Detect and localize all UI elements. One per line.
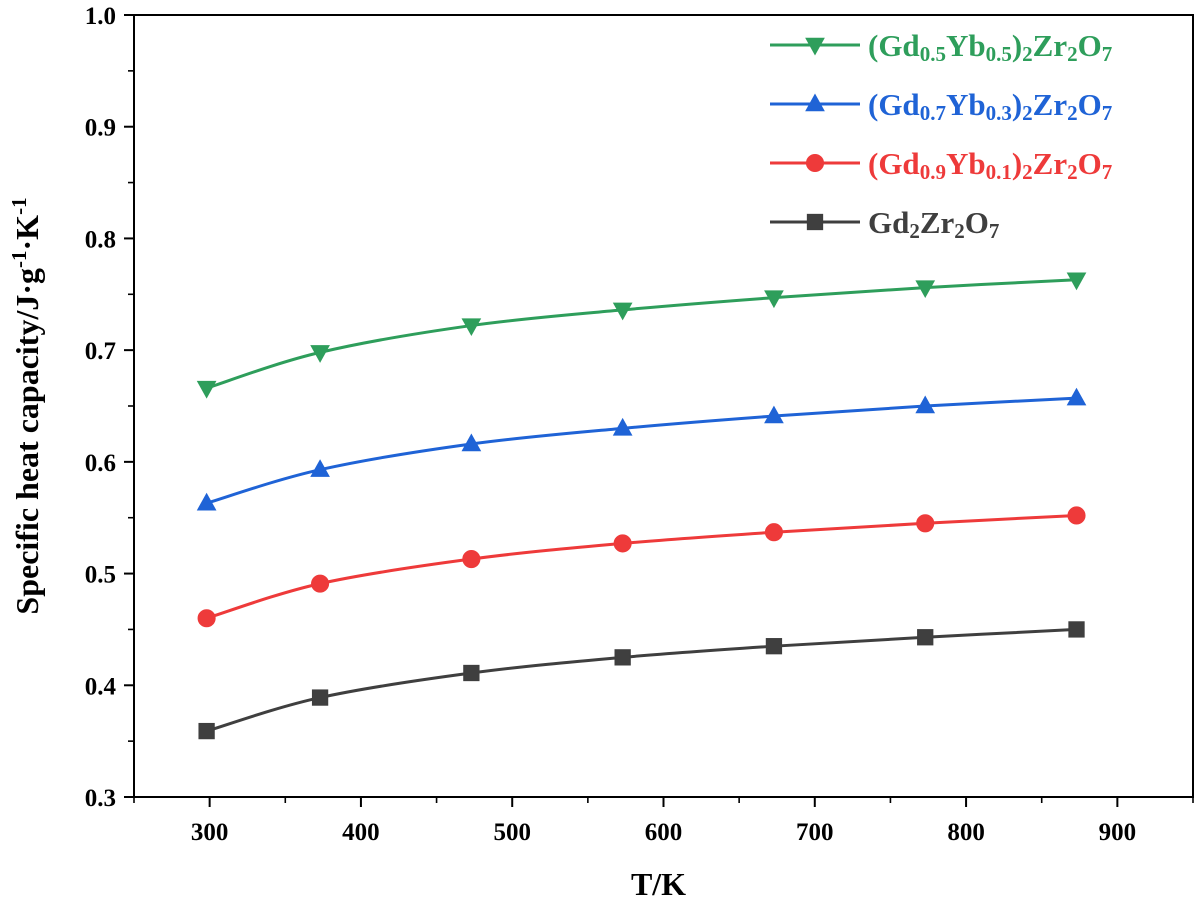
y-tick-label: 0.4 (85, 673, 117, 700)
series-line (206, 278, 1077, 390)
x-axis-title: T/K (631, 866, 686, 902)
legend-label: (Gd0.5Yb0.5)2Zr2O7 (868, 28, 1112, 66)
data-point-circle (916, 514, 935, 533)
y-tick-label: 0.3 (85, 785, 116, 812)
data-point-triangle-up (196, 492, 217, 511)
x-tick-label: 400 (342, 819, 380, 846)
data-point-square (765, 638, 783, 655)
series-group (196, 387, 1087, 511)
y-tick-label: 0.5 (85, 562, 116, 589)
data-point-circle (197, 609, 216, 628)
y-tick-label: 0.6 (85, 450, 116, 477)
legend: (Gd0.5Yb0.5)2Zr2O7 (Gd0.7Yb0.3)2Zr2O7 (Gd0… (770, 28, 1112, 243)
legend-label: (Gd0.9Yb0.1)2Zr2O7 (868, 146, 1112, 184)
legend-item: (Gd0.5Yb0.5)2Zr2O7 (770, 28, 1112, 66)
series-line (206, 627, 1077, 733)
series-layer (196, 272, 1087, 740)
axes: 300 400 500 600 700 800 900 0.3 0.4 0.5 0.6 0.7 0.8 0… (85, 3, 1194, 846)
axis-titles: T/K Specific heat capacity/J·g-1·K-1 (7, 197, 686, 902)
data-point-square (614, 649, 631, 666)
data-point-circle (311, 574, 330, 593)
x-tick-label: 300 (191, 819, 229, 846)
series-group (197, 506, 1086, 628)
data-point-square (311, 689, 329, 706)
data-point-square (917, 629, 934, 646)
x-tick-label: 900 (1099, 819, 1137, 846)
x-tick-label: 700 (796, 819, 834, 846)
data-point-square (463, 664, 480, 682)
data-point-triangle-down (915, 280, 936, 299)
legend-item: Gd2Zr2O7 (770, 205, 999, 243)
legend-item: (Gd0.7Yb0.3)2Zr2O7 (770, 87, 1112, 125)
data-point-triangle-down (196, 380, 217, 399)
data-point-triangle-up (1066, 387, 1087, 406)
plot-frame (133, 14, 1194, 798)
data-point-circle (805, 153, 825, 173)
legend-item: (Gd0.9Yb0.1)2Zr2O7 (770, 146, 1112, 184)
data-point-circle (764, 523, 783, 542)
data-point-triangle-down (310, 345, 330, 363)
data-point-triangle-up (915, 395, 936, 414)
data-point-triangle-up (805, 93, 825, 112)
data-point-triangle-up (764, 405, 784, 424)
y-axis-title: Specific heat capacity/J·g-1·K-1 (7, 197, 45, 614)
series-group (198, 621, 1085, 740)
data-point-triangle-up (461, 433, 482, 452)
series-line (206, 396, 1077, 505)
legend-label: (Gd0.7Yb0.3)2Zr2O7 (868, 87, 1112, 125)
data-point-triangle-down (764, 290, 784, 309)
x-tick-label: 500 (493, 819, 531, 846)
series-group (196, 272, 1087, 399)
series-line (206, 513, 1077, 620)
y-tick-label: 0.7 (85, 338, 116, 365)
data-point-square (806, 213, 824, 231)
data-point-circle (613, 534, 632, 553)
x-tick-label: 600 (645, 819, 683, 846)
data-point-triangle-down (461, 318, 482, 337)
data-point-triangle-down (1066, 272, 1087, 291)
data-point-triangle-down (612, 302, 633, 321)
data-point-triangle-up (612, 417, 633, 436)
y-tick-label: 1.0 (85, 3, 116, 30)
data-point-circle (462, 549, 481, 569)
data-point-circle (1067, 506, 1086, 525)
y-tick-label: 0.8 (85, 226, 116, 253)
data-point-square (1068, 621, 1085, 638)
x-tick-label: 800 (947, 819, 985, 846)
data-point-square (198, 722, 215, 740)
data-point-triangle-up (310, 459, 330, 477)
data-point-triangle-down (805, 37, 825, 56)
legend-label: Gd2Zr2O7 (868, 205, 999, 243)
y-tick-label: 0.9 (85, 115, 116, 142)
